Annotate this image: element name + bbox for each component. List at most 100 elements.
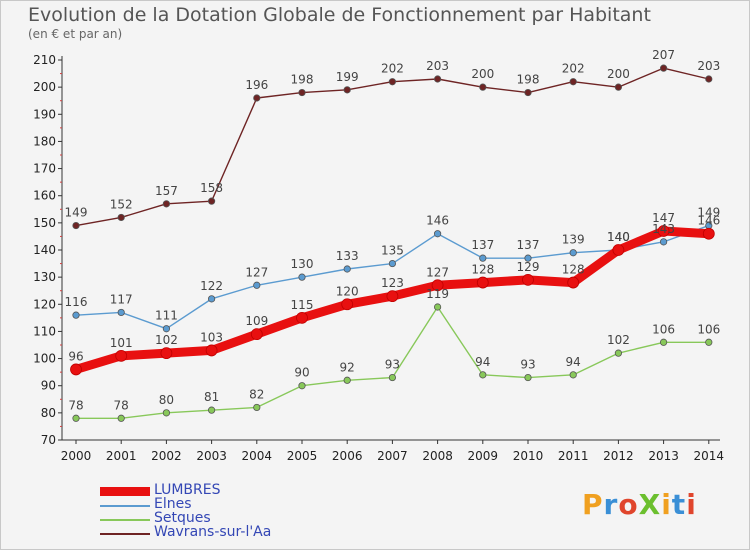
data-label: 102 — [155, 333, 178, 347]
data-label: 94 — [475, 355, 490, 369]
data-point — [208, 406, 216, 414]
x-tick-label: 2007 — [377, 449, 408, 463]
y-tick-label: 80 — [41, 406, 56, 420]
data-point — [705, 338, 713, 346]
y-tick-label: 70 — [41, 433, 56, 447]
x-tick-label: 2013 — [648, 449, 679, 463]
x-tick-label: 2000 — [61, 449, 92, 463]
data-label: 207 — [652, 48, 675, 62]
data-point — [659, 64, 668, 72]
data-point — [388, 78, 396, 86]
x-tick-label: 2002 — [151, 449, 182, 463]
data-label: 199 — [336, 70, 359, 84]
y-tick-label: 150 — [33, 216, 56, 230]
data-label: 203 — [426, 59, 449, 73]
data-label: 146 — [426, 214, 449, 228]
data-point — [72, 221, 80, 230]
x-tick-label: 2001 — [106, 449, 137, 463]
data-point — [162, 200, 170, 208]
y-tick-label: 180 — [33, 134, 56, 148]
data-label: 93 — [520, 358, 535, 372]
logo-letter: t — [671, 488, 687, 521]
series-line-wavrans-sur-l-aa — [75, 67, 710, 227]
y-tick-label: 160 — [33, 189, 56, 203]
data-label: 80 — [159, 393, 174, 407]
x-tick-label: 2011 — [558, 449, 589, 463]
data-label: 140 — [607, 230, 630, 244]
data-point — [433, 303, 442, 311]
data-point — [659, 238, 668, 246]
data-label: 137 — [471, 238, 494, 252]
data-label: 149 — [697, 206, 720, 220]
data-point — [253, 94, 261, 102]
y-tick-label: 100 — [33, 352, 56, 366]
data-label: 94 — [566, 355, 581, 369]
x-tick-label: 2005 — [287, 449, 318, 463]
y-tick-label: 90 — [41, 379, 56, 393]
data-point — [162, 409, 170, 417]
logo-letter: i — [661, 488, 672, 521]
data-label: 120 — [336, 284, 359, 298]
legend-label: Wavrans-sur-l'Aa — [154, 524, 272, 540]
x-tick-label: 2008 — [422, 449, 453, 463]
data-label: 101 — [110, 336, 133, 350]
data-label: 106 — [652, 322, 675, 336]
data-label: 78 — [68, 398, 83, 412]
data-point — [522, 273, 534, 286]
data-label: 127 — [245, 265, 268, 279]
legend-swatch — [100, 487, 150, 496]
data-point — [341, 298, 354, 311]
data-label: 200 — [471, 67, 494, 81]
data-label: 149 — [65, 206, 88, 220]
data-point — [433, 75, 442, 83]
data-point — [657, 225, 670, 237]
y-tick-label: 170 — [33, 162, 56, 176]
data-label: 90 — [294, 366, 309, 380]
data-point — [343, 86, 351, 94]
data-point — [386, 290, 399, 303]
data-point — [569, 249, 577, 257]
legend-label: Setques — [154, 510, 211, 526]
data-point — [117, 308, 125, 317]
data-label: 198 — [517, 73, 540, 87]
data-label: 81 — [204, 390, 219, 404]
data-label: 82 — [249, 387, 264, 401]
proxiti-logo: ProXiti — [582, 488, 697, 521]
data-point — [388, 373, 396, 382]
data-point — [476, 276, 489, 289]
data-label: 137 — [517, 238, 540, 252]
x-tick-label: 2006 — [332, 449, 363, 463]
y-tick-label: 130 — [33, 270, 56, 284]
data-point — [208, 295, 216, 303]
data-point — [479, 254, 487, 262]
logo-letter: P — [582, 488, 604, 521]
data-point — [250, 328, 263, 341]
data-label: 115 — [291, 298, 314, 312]
logo-letter: i — [686, 488, 697, 521]
chart-title: Evolution de la Dotation Globale de Fonc… — [28, 4, 651, 26]
data-point — [567, 276, 580, 289]
data-point — [612, 244, 625, 256]
data-label: 111 — [155, 309, 178, 323]
data-label: 198 — [291, 73, 314, 87]
data-point — [659, 338, 668, 346]
data-label: 200 — [607, 67, 630, 81]
data-label: 92 — [340, 360, 355, 374]
data-point — [433, 230, 442, 238]
data-point — [524, 373, 532, 382]
data-label: 127 — [426, 265, 449, 279]
legend-swatch — [100, 519, 150, 521]
data-label: 122 — [200, 279, 223, 293]
data-label: 157 — [155, 184, 178, 198]
data-point — [298, 273, 306, 281]
data-point — [388, 259, 396, 268]
data-label: 128 — [562, 263, 585, 277]
data-label: 109 — [245, 314, 268, 328]
data-point — [298, 88, 306, 97]
data-point — [479, 83, 487, 91]
data-point — [162, 325, 170, 333]
data-point — [431, 279, 444, 292]
data-point — [253, 403, 261, 412]
